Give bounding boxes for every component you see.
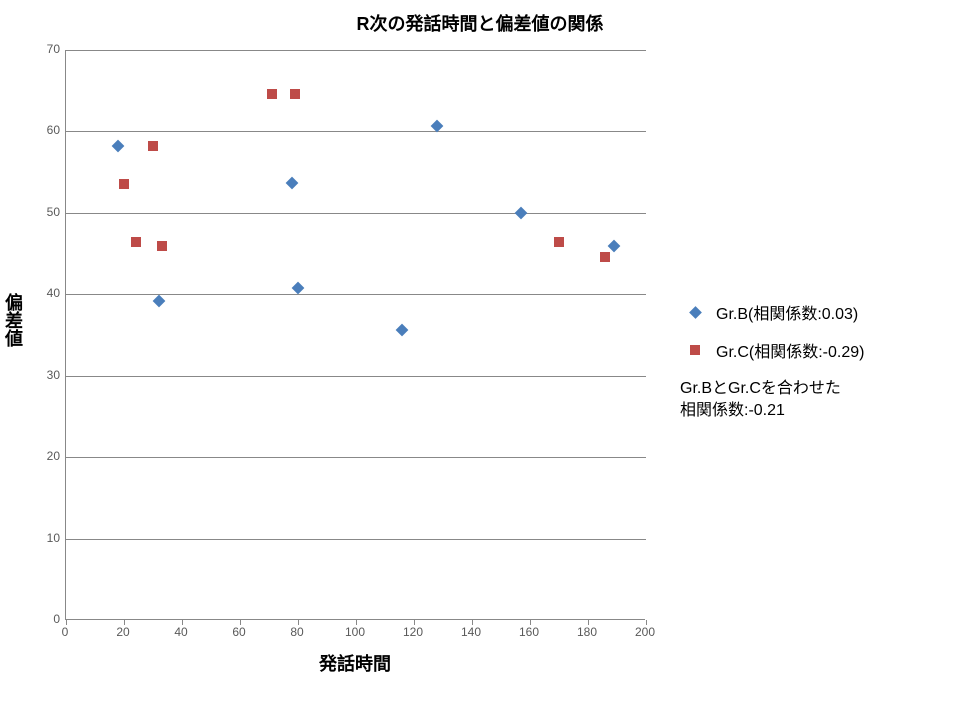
x-tick-label: 80 xyxy=(282,625,312,639)
data-point-grc xyxy=(600,252,610,262)
y-tick-label: 70 xyxy=(30,42,60,56)
gridline xyxy=(66,294,646,295)
data-point-grb xyxy=(292,281,305,294)
y-tick-label: 30 xyxy=(30,368,60,382)
x-tick-label: 60 xyxy=(224,625,254,639)
data-point-grb xyxy=(396,324,409,337)
annotation-line1: Gr.BとGr.Cを合わせた xyxy=(680,378,841,400)
data-point-grc xyxy=(554,237,564,247)
data-point-grb xyxy=(152,294,165,307)
y-tick-label: 0 xyxy=(30,612,60,626)
data-point-grc xyxy=(157,241,167,251)
x-tick-label: 160 xyxy=(514,625,544,639)
plot-area xyxy=(65,50,645,620)
x-tick-label: 200 xyxy=(630,625,660,639)
square-marker-icon xyxy=(680,345,710,355)
data-point-grb xyxy=(431,119,444,132)
x-axis-label: 発話時間 xyxy=(65,650,645,676)
data-point-grc xyxy=(119,179,129,189)
y-tick-label: 10 xyxy=(30,531,60,545)
y-tick-label: 20 xyxy=(30,449,60,463)
y-tick-label: 60 xyxy=(30,123,60,137)
data-point-grb xyxy=(112,140,125,153)
gridline xyxy=(66,213,646,214)
x-tick-label: 140 xyxy=(456,625,486,639)
diamond-marker-icon xyxy=(680,308,710,317)
x-tick-label: 40 xyxy=(166,625,196,639)
data-point-grb xyxy=(286,176,299,189)
chart-title: R次の発話時間と偏差値の関係 xyxy=(0,10,960,36)
legend-item-grb: Gr.B(相関係数:0.03) xyxy=(680,300,864,324)
legend-item-grc: Gr.C(相関係数:-0.29) xyxy=(680,338,864,362)
data-point-grb xyxy=(608,240,621,253)
legend: Gr.B(相関係数:0.03) Gr.C(相関係数:-0.29) xyxy=(680,300,864,376)
data-point-grc xyxy=(131,237,141,247)
x-tick-label: 20 xyxy=(108,625,138,639)
annotation-line2: 相関係数:-0.21 xyxy=(680,400,841,422)
y-tick-label: 50 xyxy=(30,205,60,219)
data-point-grc xyxy=(290,89,300,99)
annotation: Gr.BとGr.Cを合わせた 相関係数:-0.21 xyxy=(680,378,841,421)
gridline xyxy=(66,131,646,132)
y-axis-label: 偏差値 xyxy=(0,293,26,347)
gridline xyxy=(66,50,646,51)
gridline xyxy=(66,457,646,458)
gridline xyxy=(66,539,646,540)
x-tick-label: 120 xyxy=(398,625,428,639)
data-point-grb xyxy=(515,206,528,219)
x-tick-label: 180 xyxy=(572,625,602,639)
gridline xyxy=(66,376,646,377)
x-tick-label: 0 xyxy=(50,625,80,639)
data-point-grc xyxy=(267,89,277,99)
legend-label-grc: Gr.C(相関係数:-0.29) xyxy=(716,338,864,362)
y-tick-label: 40 xyxy=(30,286,60,300)
x-tick-label: 100 xyxy=(340,625,370,639)
legend-label-grb: Gr.B(相関係数:0.03) xyxy=(716,300,858,324)
data-point-grc xyxy=(148,141,158,151)
